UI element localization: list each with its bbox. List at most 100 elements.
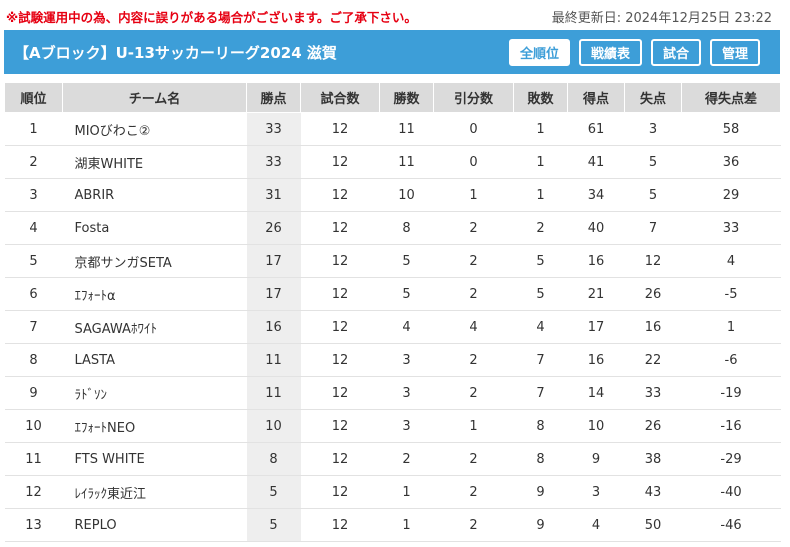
cell-goals-for: 16 — [567, 343, 625, 377]
cell-wins: 5 — [379, 277, 434, 311]
matches-button[interactable]: 試合 — [650, 38, 701, 66]
cell-played: 12 — [300, 475, 380, 509]
cell-goal-diff: 58 — [681, 112, 781, 146]
cell-wins: 8 — [379, 211, 434, 245]
cell-goal-diff: -6 — [681, 343, 781, 377]
cell-played: 12 — [300, 409, 380, 443]
cell-goals-for: 41 — [567, 145, 625, 179]
cell-points: 33 — [246, 145, 301, 179]
header-points: 勝点 — [246, 82, 301, 113]
cell-team-name: Fosta — [62, 211, 247, 245]
cell-losses: 9 — [513, 475, 568, 509]
cell-goals-for: 21 — [567, 277, 625, 311]
table-row: 9 ﾗﾄﾞｿﾝ 11 12 3 2 7 14 33 -19 — [4, 376, 781, 410]
table-row: 11 FTS WHITE 8 12 2 2 8 9 38 -29 — [4, 442, 781, 476]
admin-button[interactable]: 管理 — [709, 38, 760, 66]
cell-rank: 11 — [4, 442, 63, 476]
cell-wins: 3 — [379, 343, 434, 377]
cell-goals-against: 26 — [624, 409, 682, 443]
cell-goals-against: 3 — [624, 112, 682, 146]
cell-draws: 2 — [433, 244, 514, 278]
table-row: 10 ｴﾌｫｰﾄNEO 10 12 3 1 8 10 26 -16 — [4, 409, 781, 443]
table-header-row: 順位 チーム名 勝点 試合数 勝数 引分数 敗数 得点 失点 得失点差 — [4, 82, 781, 113]
standings-button[interactable]: 全順位 — [508, 38, 570, 66]
cell-draws: 2 — [433, 211, 514, 245]
page-title: 【Aブロック】U-13サッカーリーグ2024 滋賀 — [14, 43, 337, 62]
cell-rank: 1 — [4, 112, 63, 146]
header-losses: 敗数 — [513, 82, 568, 113]
table-row: 12 ﾚｲﾗｯｸ東近江 5 12 1 2 9 3 43 -40 — [4, 475, 781, 509]
cell-points: 17 — [246, 244, 301, 278]
cell-rank: 8 — [4, 343, 63, 377]
table-row: 7 SAGAWAﾎﾜｲﾄ 16 12 4 4 4 17 16 1 — [4, 310, 781, 344]
table-row: 6 ｴﾌｫｰﾄα 17 12 5 2 5 21 26 -5 — [4, 277, 781, 311]
cell-played: 12 — [300, 508, 380, 542]
cell-points: 10 — [246, 409, 301, 443]
cell-played: 12 — [300, 343, 380, 377]
cell-goals-for: 4 — [567, 508, 625, 542]
cell-draws: 4 — [433, 310, 514, 344]
cell-losses: 7 — [513, 343, 568, 377]
cell-team-name: FTS WHITE — [62, 442, 247, 476]
cell-team-name: ﾗﾄﾞｿﾝ — [62, 376, 247, 410]
cell-rank: 13 — [4, 508, 63, 542]
cell-points: 26 — [246, 211, 301, 245]
table-row: 13 REPLO 5 12 1 2 9 4 50 -46 — [4, 508, 781, 542]
cell-losses: 1 — [513, 112, 568, 146]
cell-played: 12 — [300, 178, 380, 212]
header-team: チーム名 — [62, 82, 247, 113]
cell-points: 31 — [246, 178, 301, 212]
cell-played: 12 — [300, 244, 380, 278]
cell-goals-against: 22 — [624, 343, 682, 377]
cell-team-name: ｴﾌｫｰﾄNEO — [62, 409, 247, 443]
cell-goal-diff: 1 — [681, 310, 781, 344]
cell-losses: 1 — [513, 178, 568, 212]
cell-wins: 2 — [379, 442, 434, 476]
header-played: 試合数 — [300, 82, 380, 113]
cell-goal-diff: -16 — [681, 409, 781, 443]
cell-goals-against: 50 — [624, 508, 682, 542]
cell-goals-against: 5 — [624, 178, 682, 212]
cell-points: 33 — [246, 112, 301, 146]
cell-played: 12 — [300, 145, 380, 179]
cell-goals-for: 9 — [567, 442, 625, 476]
cell-goal-diff: 4 — [681, 244, 781, 278]
cell-wins: 10 — [379, 178, 434, 212]
header-draws: 引分数 — [433, 82, 514, 113]
cell-goal-diff: -5 — [681, 277, 781, 311]
cell-wins: 3 — [379, 409, 434, 443]
cell-points: 11 — [246, 376, 301, 410]
cell-goals-for: 34 — [567, 178, 625, 212]
cell-goals-against: 12 — [624, 244, 682, 278]
cell-draws: 2 — [433, 475, 514, 509]
nav-buttons: 全順位 戦績表 試合 管理 — [508, 38, 760, 66]
cell-played: 12 — [300, 376, 380, 410]
cell-draws: 2 — [433, 343, 514, 377]
cell-rank: 9 — [4, 376, 63, 410]
cell-goal-diff: 29 — [681, 178, 781, 212]
cell-played: 12 — [300, 442, 380, 476]
cell-wins: 11 — [379, 145, 434, 179]
cell-losses: 7 — [513, 376, 568, 410]
cell-team-name: MIOびわこ② — [62, 112, 247, 146]
league-header: 【Aブロック】U-13サッカーリーグ2024 滋賀 全順位 戦績表 試合 管理 — [4, 30, 780, 74]
cell-losses: 8 — [513, 442, 568, 476]
cell-rank: 3 — [4, 178, 63, 212]
table-row: 8 LASTA 11 12 3 2 7 16 22 -6 — [4, 343, 781, 377]
header-goals-for: 得点 — [567, 82, 625, 113]
cell-points: 5 — [246, 508, 301, 542]
cell-losses: 9 — [513, 508, 568, 542]
results-button[interactable]: 戦績表 — [578, 38, 642, 66]
cell-played: 12 — [300, 211, 380, 245]
cell-goals-against: 43 — [624, 475, 682, 509]
cell-team-name: ABRIR — [62, 178, 247, 212]
cell-played: 12 — [300, 112, 380, 146]
cell-losses: 5 — [513, 244, 568, 278]
cell-wins: 1 — [379, 508, 434, 542]
cell-goal-diff: -46 — [681, 508, 781, 542]
cell-rank: 12 — [4, 475, 63, 509]
cell-goals-for: 3 — [567, 475, 625, 509]
table-body: 1 MIOびわこ② 33 12 11 0 1 61 3 58 2 湖東WHITE 33 12 11 0 1 41 5… — [4, 112, 781, 542]
header-goal-diff: 得失点差 — [681, 82, 781, 113]
cell-draws: 0 — [433, 145, 514, 179]
